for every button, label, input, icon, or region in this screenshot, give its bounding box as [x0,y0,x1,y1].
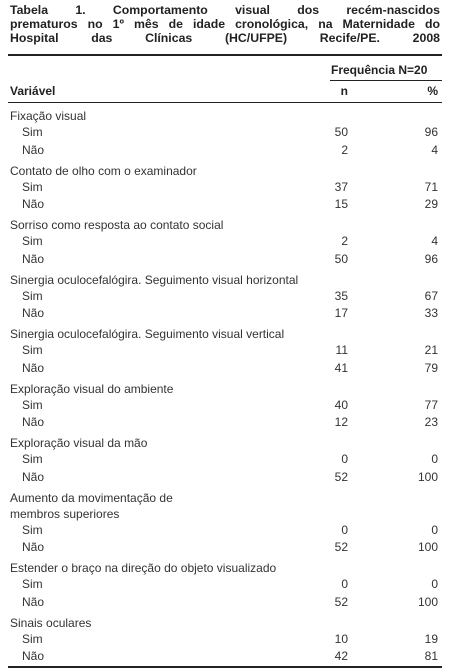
row-label: Sim [22,522,43,537]
row-label: Sim [22,179,43,194]
row-label: Não [22,197,45,211]
title-line: prematuros no 1º mês de idade cronológic… [10,17,440,31]
row-label: Não [22,306,45,320]
cell-pct: 79 [424,360,438,375]
row-label: Não [22,360,45,375]
cell-n: 52 [334,469,348,484]
cell-pct: 67 [424,288,438,303]
group-label: membros superiores [10,506,120,521]
row-label: Não [22,415,45,429]
cell-n: 17 [334,306,348,320]
group-rule [330,80,442,81]
row-label: Não [22,540,45,554]
cell-n: 40 [334,397,348,412]
cell-n: 52 [334,540,348,554]
cell-n: 2 [341,142,348,157]
row-label: Sim [22,288,43,303]
row-label: Sim [22,577,43,591]
header-rule [8,102,442,103]
row-label: Não [22,469,45,484]
cell-n: 37 [334,179,348,194]
column-group-header: Frequência N=20 [331,63,428,77]
row-label: Não [22,594,45,609]
cell-n: 2 [341,234,348,248]
cell-pct: 0 [431,452,438,466]
title-line: Hospital das Clínicas (HC/UFPE) Recife/P… [10,31,440,45]
row-label: Não [22,649,45,663]
cell-n: 0 [341,522,348,537]
cell-pct: 29 [424,197,438,211]
cell-n: 35 [334,288,348,303]
cell-pct: 0 [431,522,438,537]
column-header: % [427,84,438,98]
group-label: Fixação visual [10,109,87,123]
cell-n: 0 [341,452,348,466]
cell-pct: 21 [424,343,438,357]
cell-pct: 81 [424,649,438,663]
cell-n: 50 [334,251,348,266]
group-label: Sinais oculares [10,615,92,630]
cell-pct: 77 [424,397,438,412]
cell-n: 10 [334,631,348,646]
cell-n: 12 [334,415,348,429]
cell-n: 42 [334,649,348,663]
cell-pct: 33 [424,306,438,320]
title-line: Tabela 1. Comportamento visual dos recém… [10,3,440,17]
group-label: Sinergia oculocefalógira. Seguimento vis… [10,272,299,287]
cell-pct: 71 [424,179,438,194]
group-label: Aumento da movimentação de [10,490,173,505]
group-label: Estender o braço na direção do objeto vi… [10,561,277,575]
row-label: Não [22,251,45,266]
cell-n: 50 [334,125,348,139]
column-header: n [340,84,348,98]
cell-n: 41 [334,360,348,375]
group-label: Sorriso como resposta ao contato social [10,218,224,232]
cell-pct: 23 [424,415,438,429]
row-label: Sim [22,397,43,412]
cell-n: 0 [341,577,348,591]
cell-pct: 4 [431,142,438,157]
cell-pct: 100 [417,469,438,484]
row-label: Sim [22,234,43,248]
row-label: Sim [22,452,43,466]
cell-n: 15 [334,197,348,211]
group-label: Sinergia oculocefalógira. Seguimento vis… [10,327,285,341]
group-label: Exploração visual da mão [10,436,148,450]
row-label: Não [22,142,45,157]
cell-pct: 100 [417,540,438,554]
row-label: Sim [22,631,43,646]
cell-pct: 96 [424,125,438,139]
cell-pct: 4 [431,234,438,248]
group-label: Exploração visual do ambiente [10,381,174,396]
column-header: Variável [10,84,56,98]
top-rule [8,54,442,56]
cell-n: 52 [334,594,348,609]
cell-pct: 100 [417,594,438,609]
bottom-rule [8,666,442,668]
cell-pct: 19 [424,631,438,646]
row-label: Sim [22,343,43,357]
cell-pct: 96 [424,251,438,266]
cell-n: 11 [335,343,348,357]
cell-pct: 0 [431,577,438,591]
row-label: Sim [22,125,43,139]
group-label: Contato de olho com o examinador [10,163,197,178]
